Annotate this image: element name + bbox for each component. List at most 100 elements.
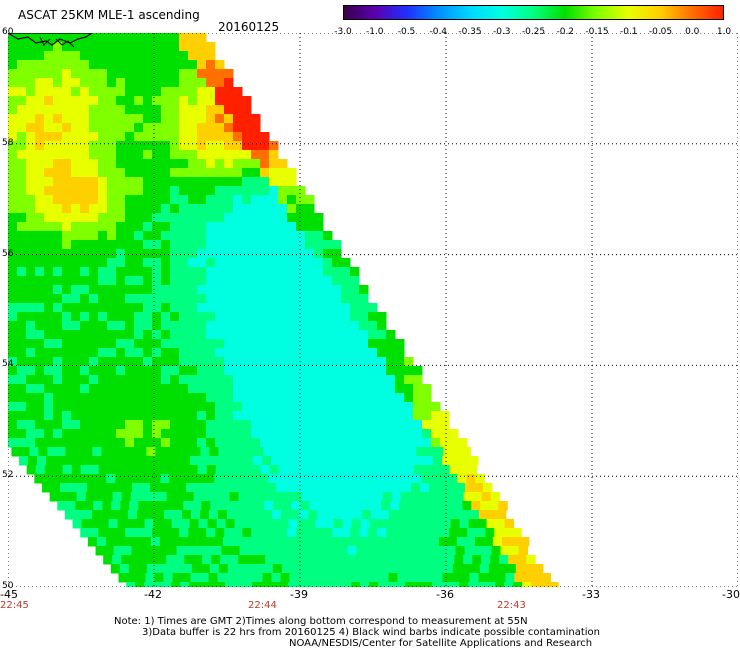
swath-pixel [170,303,180,313]
swath-pixel [134,69,144,79]
swath-pixel [188,303,198,313]
swath-pixel [107,366,117,376]
swath-pixel [134,222,144,232]
swath-pixel [431,420,441,430]
swath-pixel [62,429,72,439]
swath-pixel [467,465,478,475]
swath-pixel [71,60,81,70]
color-scale-tick-label: -0.1 [619,27,638,37]
swath-pixel [89,528,99,538]
swath-pixel [206,312,216,322]
swath-pixel [44,60,54,70]
swath-pixel [89,132,99,142]
swath-pixel [285,483,295,493]
swath-pixel [345,501,355,511]
swath-pixel [34,474,44,484]
swath-pixel [71,330,81,340]
swath-pixel [152,222,162,232]
swath-pixel [323,366,333,376]
swath-pixel [98,141,108,151]
swath-pixel [155,564,166,574]
swath-pixel [296,294,306,304]
swath-pixel [44,402,54,412]
swath-pixel [260,132,270,142]
swath-pixel [215,60,225,70]
swath-pixel [328,555,338,565]
swath-pixel [224,213,234,223]
swath-pixel [224,150,234,160]
longitude-label: -33 [582,588,600,601]
swath-pixel [26,105,36,115]
swath-pixel [98,339,108,349]
swath-pixel [260,357,270,367]
swath-pixel [197,195,207,205]
swath-pixel [62,465,73,475]
swath-pixel [80,186,90,196]
swath-pixel [161,321,171,331]
swath-pixel [296,375,306,385]
swath-pixel [269,339,279,349]
color-scale-tick-label: -0.25 [521,27,546,37]
swath-pixel [197,186,207,196]
swath-pixel [125,132,135,142]
swath-pixel [188,267,198,277]
swath-pixel [413,402,423,412]
swath-pixel [125,96,135,106]
swath-pixel [326,447,336,457]
swath-pixel [233,231,243,241]
swath-pixel [35,42,45,52]
swath-pixel [53,123,63,133]
swath-pixel [215,339,225,349]
swath-pixel [26,78,36,88]
swath-pixel [260,438,270,448]
swath-pixel [314,384,324,394]
swath-pixel [112,555,122,565]
swath-pixel [26,123,36,133]
swath-pixel [388,510,399,520]
swath-pixel [215,276,225,286]
swath-pixel [157,492,168,502]
swath-pixel [384,537,395,547]
swath-pixel [330,483,340,493]
swath-pixel [107,429,117,439]
swath-pixel [8,411,18,421]
swath-pixel [242,159,252,169]
swath-pixel [188,384,198,394]
swath-pixel [350,276,360,286]
swath-pixel [184,492,195,502]
swath-pixel [404,465,415,475]
swath-pixel [224,177,234,187]
swath-pixel [287,465,298,475]
swath-pixel [80,78,90,88]
swath-pixel [163,456,173,466]
swath-pixel [165,501,175,511]
swath-pixel [334,456,344,466]
swath-pixel [440,465,451,475]
swath-pixel [143,249,153,259]
swath-pixel [404,357,414,367]
swath-pixel [99,519,110,529]
swath-pixel [233,105,243,115]
swath-pixel [216,582,226,587]
swath-pixel [350,420,360,430]
swath-pixel [188,96,198,106]
swath-pixel [152,321,162,331]
swath-pixel [296,303,306,313]
swath-pixel [161,132,171,142]
swath-pixel [107,177,117,187]
swath-pixel [251,366,261,376]
swath-pixel [62,276,72,286]
swath-pixel [335,564,346,574]
swath-pixel [386,420,396,430]
swath-pixel [107,285,117,295]
swath-pixel [134,123,144,133]
swath-pixel [62,168,72,178]
swath-pixel [8,168,18,178]
swath-pixel [188,195,198,205]
swath-pixel [89,438,99,448]
swath-pixel [230,546,241,556]
swath-pixel [233,114,243,124]
swath-pixel [488,564,499,574]
swath-pixel [373,492,384,502]
swath-pixel [198,519,209,529]
